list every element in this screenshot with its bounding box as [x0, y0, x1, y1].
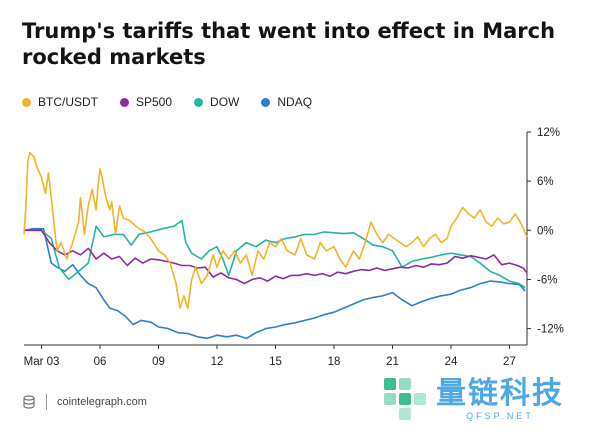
x-tick-label: 09 — [152, 356, 165, 368]
legend-label-sp500: SP500 — [136, 95, 173, 109]
legend-item-btc[interactable]: BTC/USDT — [22, 95, 98, 109]
legend: BTC/USDT SP500 DOW NDAQ — [22, 95, 334, 109]
series-line-btc-usdt — [23, 151, 528, 309]
x-tick-label: 06 — [94, 356, 107, 368]
footer-separator — [46, 394, 47, 410]
legend-label-dow: DOW — [210, 95, 240, 109]
legend-dot-ndaq — [261, 97, 271, 107]
watermark: 量链科技 QFSP.NET — [380, 374, 564, 424]
legend-dot-sp500 — [120, 97, 129, 107]
watermark-main: 量链科技 — [436, 375, 564, 411]
legend-item-sp500[interactable]: SP500 — [120, 95, 172, 109]
chart-title: Trump's tariffs that went into effect in… — [22, 19, 556, 69]
x-tick-label: 21 — [386, 356, 399, 368]
x-tick-label: 18 — [328, 356, 341, 368]
y-tick-label: -6% — [537, 274, 557, 286]
y-tick-label: -12% — [537, 324, 564, 336]
legend-label-ndaq: NDAQ — [277, 95, 313, 109]
x-tick-label: 24 — [445, 356, 458, 368]
x-tick-label: 15 — [269, 356, 282, 368]
legend-label-btc: BTC/USDT — [38, 95, 98, 109]
series-line-ndaq — [23, 227, 526, 340]
x-tick-label: Mar 03 — [24, 356, 60, 368]
x-tick-label: 27 — [503, 356, 516, 368]
legend-dot-btc — [22, 97, 31, 107]
watermark-sub: QFSP.NET — [466, 410, 534, 421]
series-line-sp500 — [24, 229, 528, 285]
watermark-text: 量链科技 QFSP.NET — [436, 375, 564, 422]
footer: cointelegraph.com — [22, 394, 147, 410]
legend-item-ndaq[interactable]: NDAQ — [261, 95, 312, 109]
x-tick-label: 12 — [211, 356, 224, 368]
source-label: cointelegraph.com — [57, 396, 147, 408]
watermark-logo-icon — [384, 378, 426, 420]
legend-dot-dow — [194, 97, 204, 107]
y-tick-label: 6% — [537, 176, 554, 188]
y-tick-label: 0% — [537, 225, 554, 237]
coin-stack-icon — [23, 395, 35, 409]
legend-item-dow[interactable]: DOW — [194, 95, 239, 109]
y-tick-label: 12% — [537, 127, 560, 139]
series-line-dow — [24, 219, 526, 289]
